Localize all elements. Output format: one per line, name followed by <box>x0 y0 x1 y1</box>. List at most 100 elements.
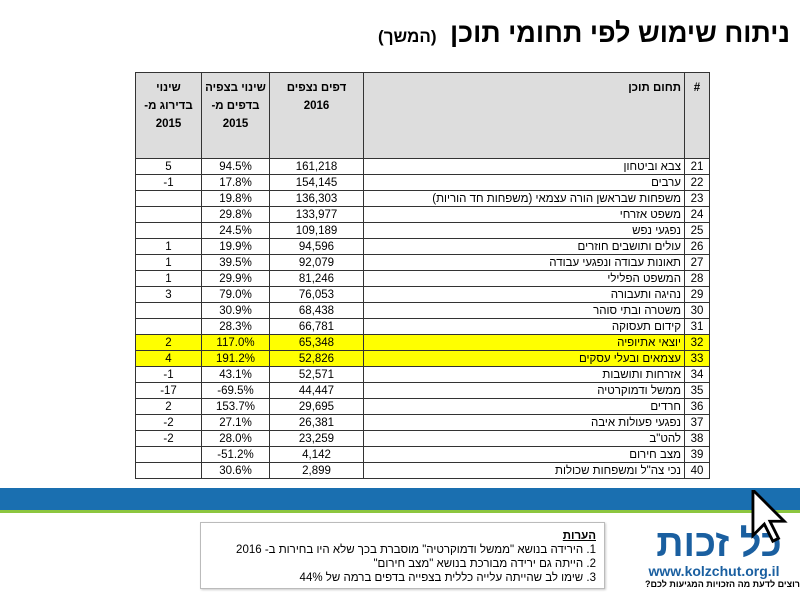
row-pct-change: 27.1% <box>201 414 270 431</box>
row-rank-change: 3 <box>135 286 202 303</box>
table-row: 30 משטרה ובתי סוהר 68,438 30.9% <box>135 302 710 319</box>
table-row: 38 להט"ב 23,259 28.0% -2 <box>135 430 710 447</box>
row-topic: קידום תעסוקה <box>363 318 685 335</box>
blue-band <box>0 488 800 510</box>
row-pct-change: 19.8% <box>201 190 270 207</box>
row-pages: 65,348 <box>269 334 364 351</box>
row-number: 23 <box>684 190 710 207</box>
row-rank-change <box>135 302 202 319</box>
row-pct-change: 30.6% <box>201 462 270 479</box>
row-topic: משפחות שבראשן הורה עצמאי (משפחות חד הורי… <box>363 190 685 207</box>
row-number: 24 <box>684 206 710 223</box>
row-number: 34 <box>684 366 710 383</box>
table-header: # תחום תוכן דפים נצפים 2016 שינוי בצפיה … <box>135 72 710 159</box>
row-topic: להט"ב <box>363 430 685 447</box>
row-pct-change: 43.1% <box>201 366 270 383</box>
row-number: 31 <box>684 318 710 335</box>
row-rank-change: 5 <box>135 158 202 175</box>
table-row: 34 אזרחות ותושבות 52,571 43.1% -1 <box>135 366 710 383</box>
table-row: 28 המשפט הפלילי 81,246 29.9% 1 <box>135 270 710 287</box>
notes-heading: הערות <box>562 530 596 542</box>
row-pages: 154,145 <box>269 174 364 191</box>
row-number: 22 <box>684 174 710 191</box>
table-row: 24 משפט אזרחי 133,977 29.8% <box>135 206 710 223</box>
row-rank-change: 4 <box>135 350 202 367</box>
row-pages: 2,899 <box>269 462 364 479</box>
green-stripe <box>0 510 800 513</box>
row-number: 26 <box>684 238 710 255</box>
title-text: ניתוח שימוש לפי תחומי תוכן <box>450 18 790 48</box>
header-topic: תחום תוכן <box>363 72 685 159</box>
row-pct-change: 39.5% <box>201 254 270 271</box>
table-row: 23 משפחות שבראשן הורה עצמאי (משפחות חד הו… <box>135 190 710 207</box>
title-sub: (המשך) <box>378 27 437 46</box>
row-topic: ערבים <box>363 174 685 191</box>
row-topic: ממשל ודמוקרטיה <box>363 382 685 399</box>
table-row: 35 ממשל ודמוקרטיה 44,447 -69.5% -17 <box>135 382 710 399</box>
row-topic: משפט אזרחי <box>363 206 685 223</box>
row-rank-change <box>135 462 202 479</box>
header-num: # <box>684 72 710 159</box>
note-item: 1. הירידה בנושא "ממשל ודמוקרטיה" מוסברת … <box>236 544 596 556</box>
kolzchut-logo: כל זכות www.kolzchut.org.il רוצים לדעת מ… <box>608 525 800 589</box>
row-pct-change: 117.0% <box>201 334 270 351</box>
row-rank-change <box>135 446 202 463</box>
row-topic: חרדים <box>363 398 685 415</box>
row-rank-change: 2 <box>135 334 202 351</box>
row-rank-change: 1 <box>135 254 202 271</box>
row-pages: 94,596 <box>269 238 364 255</box>
note-item: 2. הייתה גם ירידה מבורכת בנושא "מצב חירו… <box>373 558 596 570</box>
table-row: 29 נהיגה ותעבורה 76,053 79.0% 3 <box>135 286 710 303</box>
logo-tagline: רוצים לדעת מה הזכויות המגיעות לכם? <box>644 579 800 589</box>
table-row: 22 ערבים 154,145 17.8% -1 <box>135 174 710 191</box>
table-row: 25 נפגעי נפש 109,189 24.5% <box>135 222 710 239</box>
header-rank: שינוי בדירוג מ- 2015 <box>135 72 202 159</box>
row-topic: משטרה ובתי סוהר <box>363 302 685 319</box>
row-topic: תאונות עבודה ונפגעי עבודה <box>363 254 685 271</box>
row-pct-change: -51.2% <box>201 446 270 463</box>
notes-box: הערות 1. הירידה בנושא "ממשל ודמוקרטיה" מ… <box>200 522 605 589</box>
row-pages: 52,571 <box>269 366 364 383</box>
row-pct-change: 24.5% <box>201 222 270 239</box>
row-topic: נכי צה"ל ומשפחות שכולות <box>363 462 685 479</box>
logo-url: www.kolzchut.org.il <box>648 563 780 579</box>
row-pages: 44,447 <box>269 382 364 399</box>
table-row: 21 צבא וביטחון 161,218 94.5% 5 <box>135 158 710 175</box>
row-rank-change <box>135 206 202 223</box>
row-topic: עצמאים ובעלי עסקים <box>363 350 685 367</box>
row-rank-change: -17 <box>135 382 202 399</box>
row-pages: 52,826 <box>269 350 364 367</box>
table-row: 32 יוצאי אתיופיה 65,348 117.0% 2 <box>135 334 710 351</box>
row-topic: נהיגה ותעבורה <box>363 286 685 303</box>
row-rank-change: -1 <box>135 174 202 191</box>
row-number: 38 <box>684 430 710 447</box>
row-pct-change: 79.0% <box>201 286 270 303</box>
row-number: 28 <box>684 270 710 287</box>
row-pages: 109,189 <box>269 222 364 239</box>
row-pct-change: 28.3% <box>201 318 270 335</box>
row-number: 30 <box>684 302 710 319</box>
row-topic: המשפט הפלילי <box>363 270 685 287</box>
row-topic: מצב חירום <box>363 446 685 463</box>
row-pages: 76,053 <box>269 286 364 303</box>
table-row: 26 עולים ותושבים חוזרים 94,596 19.9% 1 <box>135 238 710 255</box>
header-pct: שינוי בצפיה בדפים מ- 2015 <box>201 72 270 159</box>
table-row: 36 חרדים 29,695 153.7% 2 <box>135 398 710 415</box>
row-pages: 92,079 <box>269 254 364 271</box>
row-pct-change: 19.9% <box>201 238 270 255</box>
row-rank-change <box>135 190 202 207</box>
row-pct-change: 94.5% <box>201 158 270 175</box>
row-rank-change: 1 <box>135 238 202 255</box>
table-row: 31 קידום תעסוקה 66,781 28.3% <box>135 318 710 335</box>
row-rank-change: -1 <box>135 366 202 383</box>
table-row: 39 מצב חירום 4,142 -51.2% <box>135 446 710 463</box>
row-pct-change: 153.7% <box>201 398 270 415</box>
row-pages: 26,381 <box>269 414 364 431</box>
row-number: 33 <box>684 350 710 367</box>
note-item: 3. שימו לב שהייתה עלייה כללית בצפייה בדפ… <box>299 572 596 584</box>
mouse-cursor-icon <box>751 490 788 544</box>
row-pages: 23,259 <box>269 430 364 447</box>
row-number: 37 <box>684 414 710 431</box>
row-topic: נפגעי נפש <box>363 222 685 239</box>
table-row: 27 תאונות עבודה ונפגעי עבודה 92,079 39.5% 1 <box>135 254 710 271</box>
